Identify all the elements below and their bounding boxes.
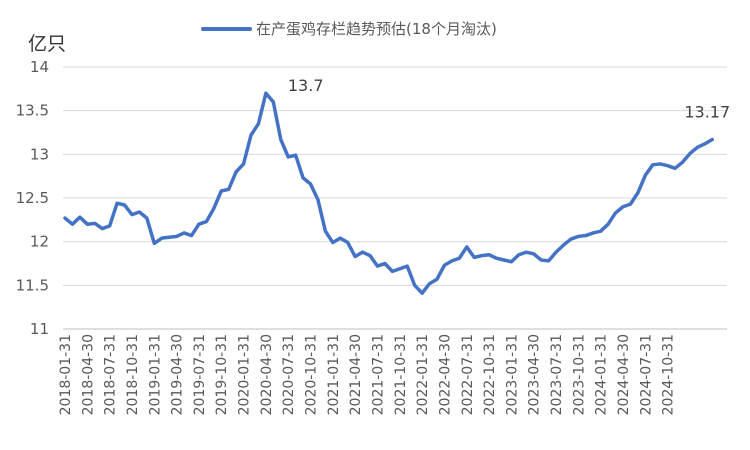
x-tick-label: 2024-10-31 (661, 334, 677, 415)
x-tick-label: 2020-01-31 (237, 334, 253, 415)
series-layer (63, 91, 715, 295)
x-tick-label: 2018-04-30 (80, 334, 96, 415)
x-tick-label: 2021-07-31 (370, 334, 386, 415)
x-tick-label: 2024-01-31 (594, 334, 610, 415)
x-tick-label: 2023-10-31 (571, 334, 587, 415)
x-tick-label: 2020-10-31 (304, 334, 320, 415)
y-tick-label: 11.5 (16, 276, 49, 294)
legend: 在产蛋鸡存栏趋势预估(18个月淘汰) (201, 20, 497, 38)
x-tick-label: 2020-07-31 (281, 334, 297, 415)
x-tick-label: 2018-01-31 (58, 334, 74, 415)
x-tick-label: 2023-01-31 (504, 334, 520, 415)
x-tick-label: 2019-10-31 (214, 334, 230, 415)
x-tick-labels: 2018-01-31 2018-04-30 2018-07-31 2018-10-31… (58, 334, 677, 415)
x-tick-label: 2018-10-31 (125, 334, 141, 415)
data-label: 13.17 (684, 102, 730, 121)
y-tick-label: 13 (30, 145, 49, 163)
y-tick-label: 13.5 (16, 102, 49, 120)
y-tick-label: 14 (30, 58, 49, 76)
x-tick-label: 2019-04-30 (170, 334, 186, 415)
x-tick-label: 2022-04-30 (437, 334, 453, 415)
x-tick-label: 2023-04-30 (527, 334, 543, 415)
x-tick-label: 2020-04-30 (259, 334, 275, 415)
data-labels: 13.7 13.17 (288, 76, 730, 121)
y-tick-label: 12 (30, 233, 49, 251)
x-tick-label: 2022-07-31 (460, 334, 476, 415)
x-tick-label: 2021-10-31 (393, 334, 409, 415)
legend-series-label: 在产蛋鸡存栏趋势预估(18个月淘汰) (256, 20, 497, 38)
x-tick-label: 2021-01-31 (326, 334, 342, 415)
x-tick-label: 2019-07-31 (192, 334, 208, 415)
data-label: 13.7 (288, 76, 324, 95)
series-line (63, 91, 715, 295)
y-axis-unit-label: 亿只 (28, 33, 66, 55)
x-tick-label: 2022-10-31 (482, 334, 498, 415)
x-tick-label: 2023-07-31 (549, 334, 565, 415)
x-tick-label: 2021-04-30 (348, 334, 364, 415)
x-tick-label: 2022-01-31 (415, 334, 431, 415)
x-tick-label: 2018-07-31 (103, 334, 119, 415)
y-tick-label: 12.5 (16, 189, 49, 207)
gridlines (63, 66, 727, 286)
x-tick-label: 2024-07-31 (638, 334, 654, 415)
x-tick-label: 2019-01-31 (147, 334, 163, 415)
y-tick-labels: 11 11.5 12 12.5 13 13.5 14 (16, 58, 49, 338)
x-tick-label: 2024-04-30 (616, 334, 632, 415)
y-tick-label: 11 (30, 320, 49, 338)
